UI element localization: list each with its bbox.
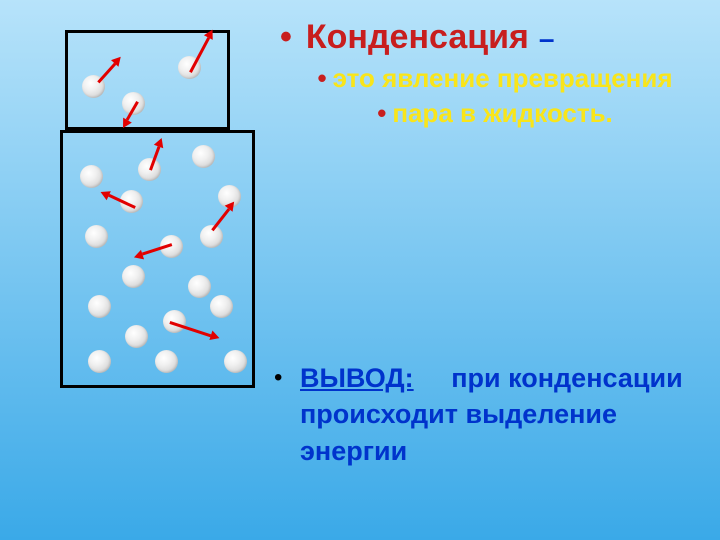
bullet-icon: • <box>274 362 282 394</box>
particle-icon <box>88 295 111 318</box>
particle-icon <box>88 350 111 373</box>
particle-icon <box>192 145 215 168</box>
particle-icon <box>122 265 145 288</box>
particle-icon <box>125 325 148 348</box>
conclusion-label: ВЫВОД: <box>300 363 414 393</box>
bullet-icon: • <box>317 63 326 93</box>
bullet-icon: • <box>280 20 292 54</box>
slide-content: • Конденсация – •это явление превращения… <box>0 0 720 540</box>
particle-icon <box>188 275 211 298</box>
definition-line-2: •пара в жидкость. <box>280 96 710 131</box>
particle-icon <box>210 295 233 318</box>
particle-icon <box>155 350 178 373</box>
title-text: Конденсация <box>306 18 529 57</box>
text-block: • Конденсация – •это явление превращения… <box>280 18 710 131</box>
title-line: • Конденсация – <box>280 18 710 57</box>
definition-list: •это явление превращения •пара в жидкост… <box>280 61 710 131</box>
particle-icon <box>80 165 103 188</box>
title-dash: – <box>539 23 555 55</box>
conclusion-block: • ВЫВОД: при конденсации происходит выде… <box>300 360 700 469</box>
definition-line-1: •это явление превращения <box>280 61 710 96</box>
particle-icon <box>85 225 108 248</box>
condensation-diagram <box>60 30 260 390</box>
particle-icon <box>224 350 247 373</box>
bullet-icon: • <box>377 98 386 128</box>
